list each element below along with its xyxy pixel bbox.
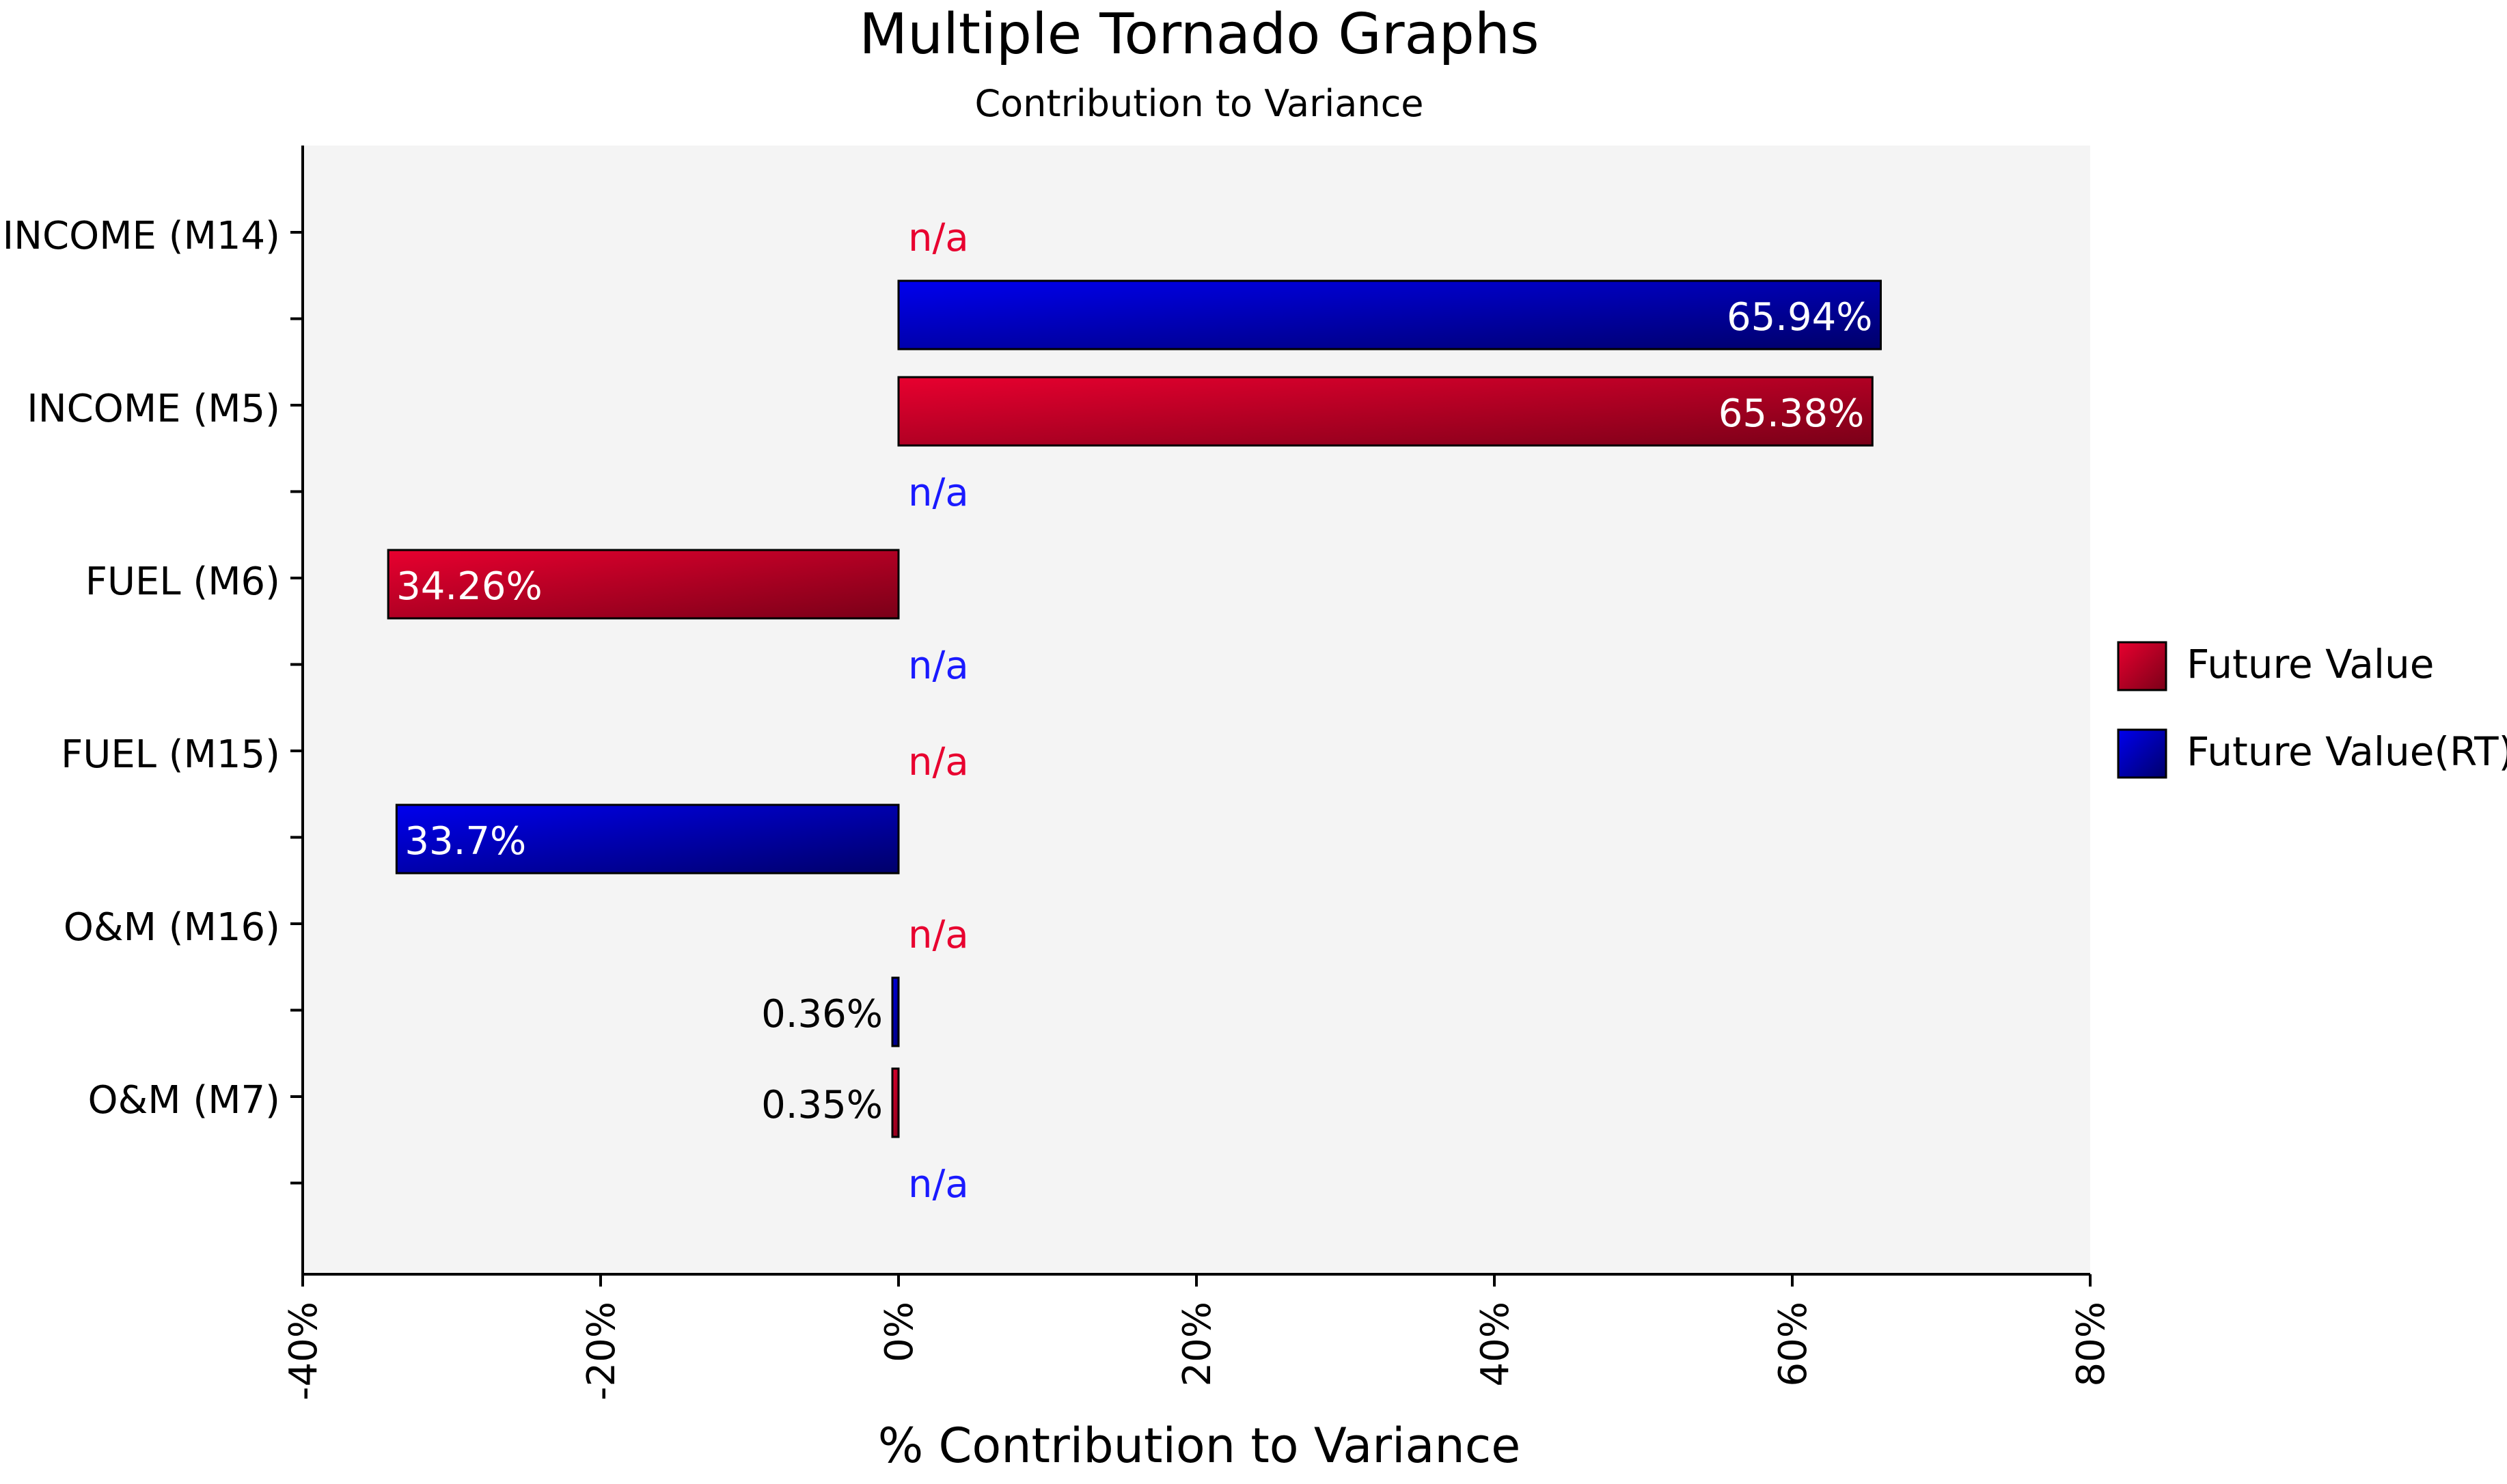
x-tick-label: 80% xyxy=(2069,1302,2113,1386)
legend-label: Future Value xyxy=(2187,641,2434,687)
x-axis-title: % Contribution to Variance xyxy=(878,1418,1521,1474)
na-label: n/a xyxy=(908,913,969,957)
legend-label: Future Value(RT) xyxy=(2187,728,2507,775)
legend: Future Value Future Value(RT) xyxy=(2117,641,2507,779)
y-tick-label: FUEL (M6) xyxy=(85,560,280,604)
y-tick-label: INCOME (M14) xyxy=(3,214,280,258)
bar xyxy=(387,549,900,620)
bar-data-label: 0.36% xyxy=(761,992,883,1036)
bar xyxy=(891,1067,900,1138)
bar-data-label: 65.94% xyxy=(1727,295,1873,340)
bar-data-label: 0.35% xyxy=(761,1083,883,1127)
bar-data-label: 34.26% xyxy=(396,564,543,609)
y-tick-label: FUEL (M15) xyxy=(61,732,280,777)
bar xyxy=(395,803,900,875)
x-tick-label: 60% xyxy=(1771,1302,1816,1386)
bar-data-label: 65.38% xyxy=(1718,391,1865,436)
bars-layer: n/a 65.94% 65.38% n/a 34.26% n/a n/a 33.7% n/a 0.… xyxy=(387,216,1882,1207)
chart-subtitle: Contribution to Variance xyxy=(974,82,1423,125)
legend-swatch xyxy=(2117,641,2167,691)
na-label: n/a xyxy=(908,644,969,688)
bar xyxy=(897,279,1882,351)
x-tick-label: 0% xyxy=(877,1302,922,1362)
bar xyxy=(891,976,900,1047)
na-label: n/a xyxy=(908,216,969,260)
na-label: n/a xyxy=(908,471,969,515)
x-tick-label: -40% xyxy=(282,1302,326,1401)
bar xyxy=(897,376,1874,447)
chart-title: Multiple Tornado Graphs xyxy=(859,2,1539,67)
y-tick-label: O&M (M16) xyxy=(64,905,280,950)
na-label: n/a xyxy=(908,1162,969,1207)
bar-data-label: 33.7% xyxy=(405,819,526,864)
x-tick-label: 20% xyxy=(1175,1302,1220,1386)
legend-swatch xyxy=(2117,728,2167,779)
x-tick-label: -20% xyxy=(579,1302,624,1401)
y-tick-label: INCOME (M5) xyxy=(27,387,280,431)
x-tick-label: 40% xyxy=(1473,1302,1518,1386)
axis-layer: INCOME (M14) INCOME (M5) FUEL (M6) FUEL (M1… xyxy=(3,146,2113,1401)
y-tick-label: O&M (M7) xyxy=(87,1078,280,1123)
na-label: n/a xyxy=(908,740,969,784)
